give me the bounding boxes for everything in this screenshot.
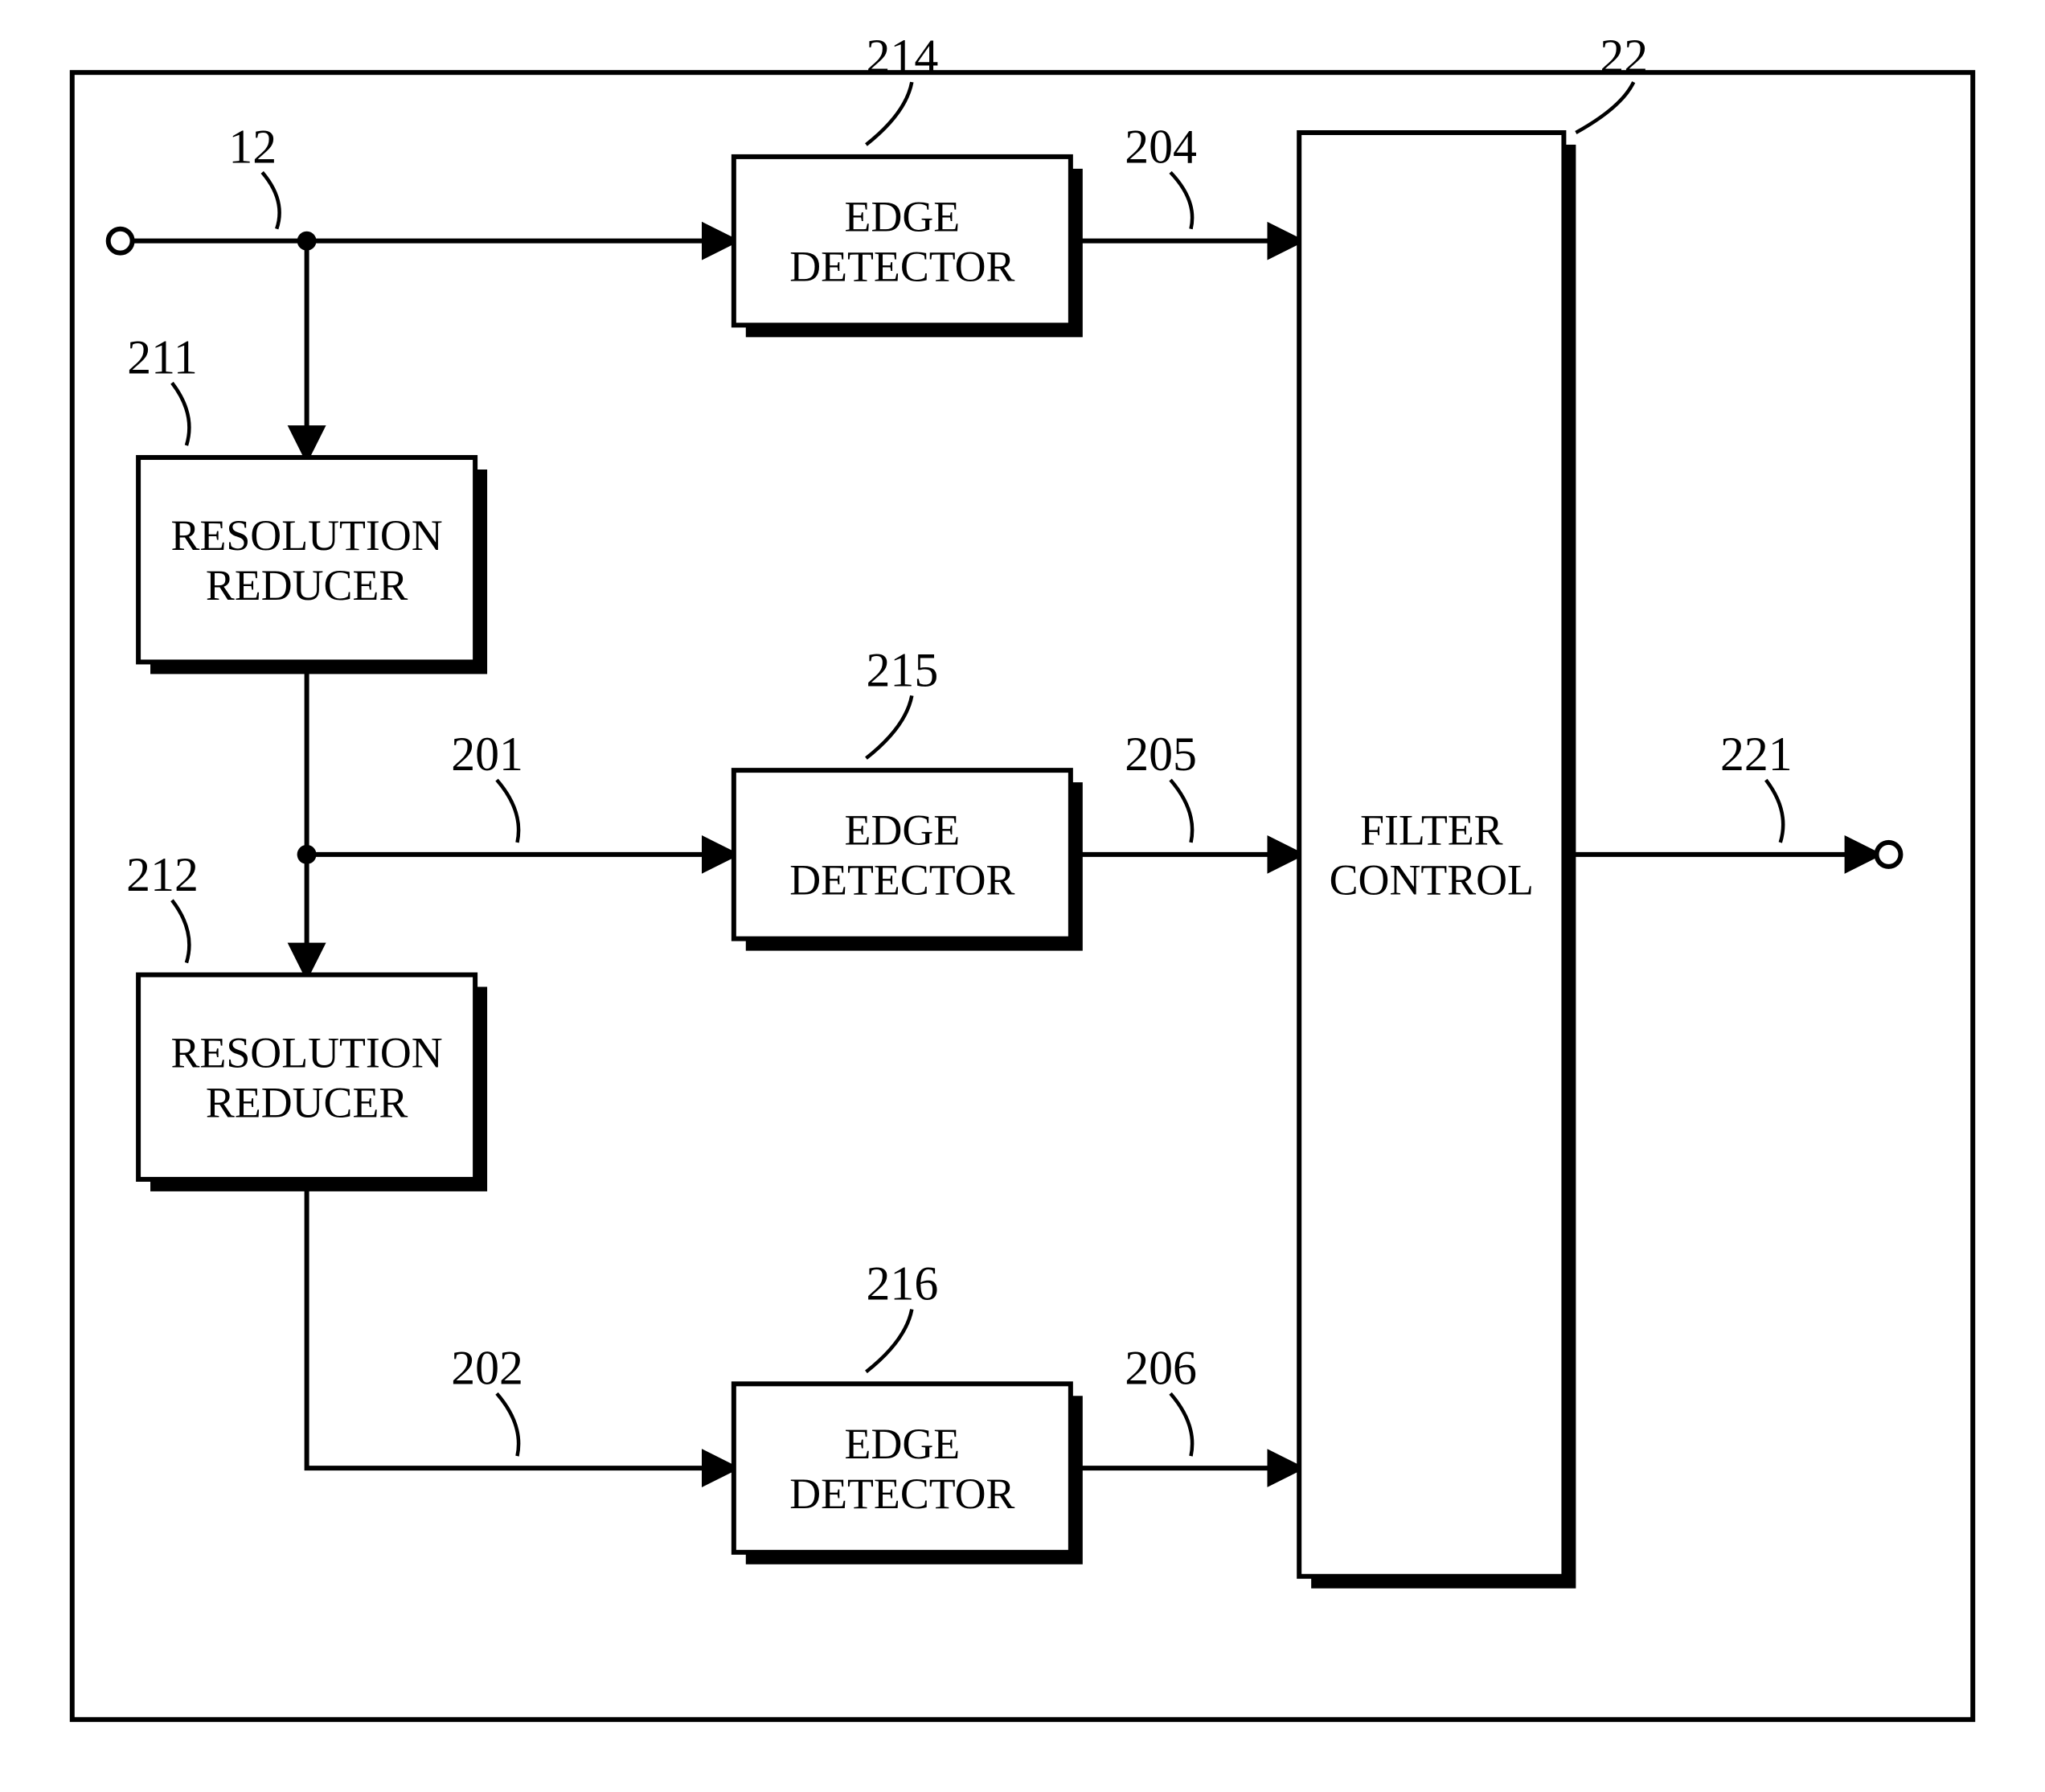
ed1-box — [734, 157, 1071, 326]
ed1-label: DETECTOR — [789, 243, 1014, 291]
block-diagram: RESOLUTIONREDUCERRESOLUTIONREDUCEREDGEDE… — [0, 0, 2045, 1792]
ed3-box — [734, 1384, 1071, 1552]
ref-label-216: 216 — [866, 1257, 938, 1310]
fc-label: FILTER — [1360, 806, 1503, 855]
ed2-label: DETECTOR — [789, 856, 1014, 904]
ref-label-22: 22 — [1600, 30, 1648, 83]
fc-label: CONTROL — [1330, 856, 1534, 904]
ref-leader-215 — [866, 695, 912, 758]
ref-label-205: 205 — [1125, 728, 1197, 781]
blocks-group: RESOLUTIONREDUCERRESOLUTIONREDUCEREDGEDE… — [138, 133, 1576, 1589]
ref-leader-202 — [497, 1393, 518, 1456]
junction-dot — [297, 232, 317, 251]
ref-leader-204 — [1170, 172, 1192, 228]
ref-leader-201 — [497, 780, 518, 843]
ref-leader-211 — [172, 383, 189, 445]
ref-leader-22 — [1576, 82, 1633, 133]
ref-label-204: 204 — [1125, 120, 1197, 173]
ref-label-221: 221 — [1720, 728, 1793, 781]
ref-leader-221 — [1766, 780, 1783, 843]
in-port — [109, 229, 133, 253]
ref-label-212: 212 — [126, 848, 199, 901]
rr1-box — [138, 457, 475, 662]
ref-label-214: 214 — [866, 30, 938, 83]
junction-dot — [297, 845, 317, 864]
ed1-label: EDGE — [845, 193, 961, 241]
fc-box — [1299, 133, 1563, 1577]
out-port — [1876, 843, 1900, 867]
ref-leader-206 — [1170, 1393, 1192, 1456]
rr2-label: RESOLUTION — [171, 1029, 443, 1077]
ref-label-211: 211 — [127, 330, 198, 383]
ed3-label: EDGE — [845, 1420, 961, 1468]
rr1-label: REDUCER — [206, 561, 408, 609]
ed2-box — [734, 770, 1071, 939]
ref-label-202: 202 — [451, 1341, 523, 1394]
ref-leader-12 — [262, 172, 279, 228]
rr2-box — [138, 975, 475, 1179]
ed2-label: EDGE — [845, 806, 961, 855]
ref-label-201: 201 — [451, 728, 523, 781]
ref-leader-205 — [1170, 780, 1192, 843]
ref-label-206: 206 — [1125, 1341, 1197, 1394]
ref-label-12: 12 — [228, 120, 277, 173]
rr2-label: REDUCER — [206, 1079, 408, 1127]
ref-leader-212 — [172, 900, 189, 963]
ref-leader-214 — [866, 82, 912, 145]
ed3-label: DETECTOR — [789, 1470, 1014, 1518]
ref-label-215: 215 — [866, 643, 938, 696]
ref-leader-216 — [866, 1310, 912, 1372]
rr1-label: RESOLUTION — [171, 511, 443, 560]
wire — [307, 1179, 734, 1468]
